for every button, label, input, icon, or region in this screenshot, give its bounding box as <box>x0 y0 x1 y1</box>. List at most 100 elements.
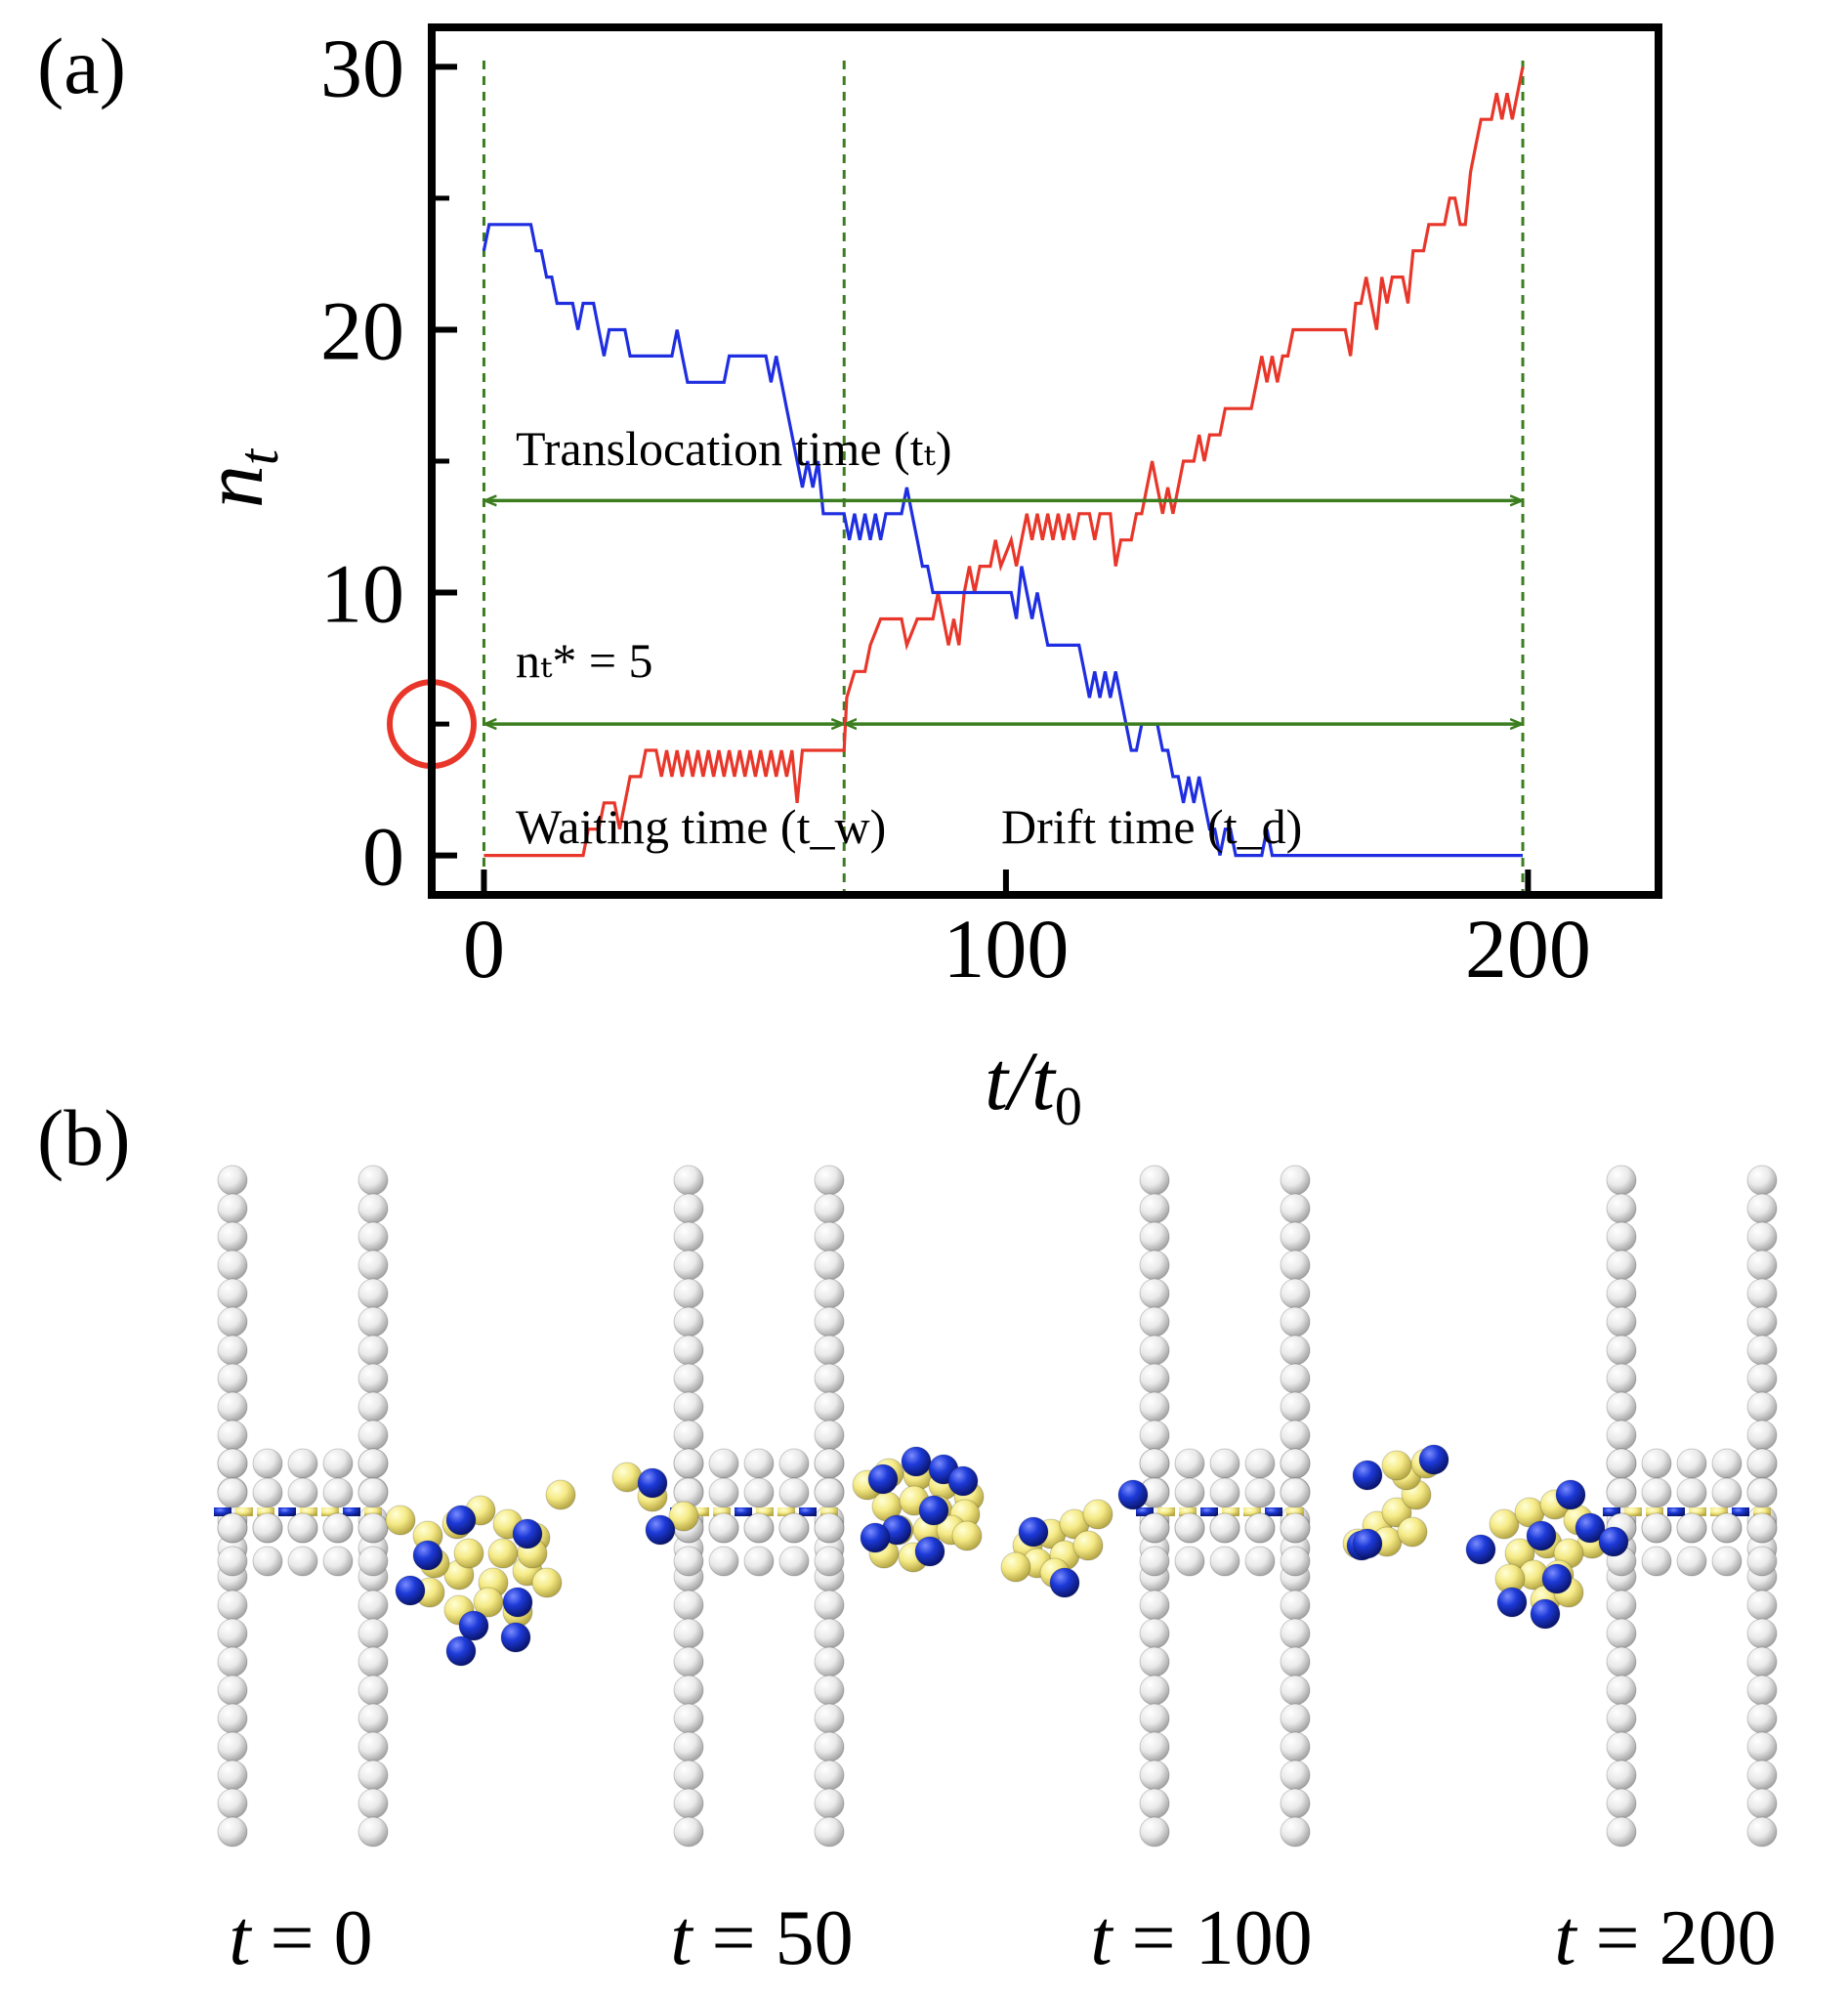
membrane-bead <box>1606 1363 1637 1394</box>
snapshot-panel <box>1000 1165 1449 1847</box>
membrane-bead <box>673 1278 704 1309</box>
membrane-bead <box>357 1477 389 1508</box>
membrane-bead <box>357 1788 389 1819</box>
polymer-bead-blue <box>412 1540 443 1571</box>
membrane-bead <box>322 1477 354 1508</box>
membrane-bead <box>217 1420 248 1451</box>
polymer-bead-blue <box>1352 1460 1383 1491</box>
membrane-bead <box>1280 1646 1311 1677</box>
membrane-bead <box>1746 1193 1778 1224</box>
membrane-bead <box>217 1816 248 1847</box>
membrane-bead <box>1174 1448 1205 1479</box>
membrane-bead <box>357 1546 389 1577</box>
svg-text:t/t0: t/t0 <box>985 1034 1082 1137</box>
membrane-bead <box>1139 1193 1170 1224</box>
series-red <box>483 66 1525 858</box>
membrane-bead <box>1746 1420 1778 1451</box>
membrane-bead <box>287 1546 318 1577</box>
polymer-bead-yellow <box>951 1520 983 1551</box>
polymer-bead-yellow <box>1381 1497 1412 1528</box>
membrane-bead <box>778 1477 810 1508</box>
polymer-bead-blue <box>914 1536 945 1567</box>
membrane-bead <box>357 1420 389 1451</box>
membrane-bead <box>1746 1731 1778 1762</box>
membrane-bead <box>1746 1675 1778 1706</box>
membrane-bead <box>217 1278 248 1309</box>
polymer-bead-blue <box>1049 1567 1080 1598</box>
membrane-bead <box>1606 1477 1637 1508</box>
y-tick-label: 10 <box>320 547 404 641</box>
membrane-bead <box>1280 1420 1311 1451</box>
membrane-bead <box>673 1448 704 1479</box>
membrane-bead <box>1280 1193 1311 1224</box>
polymer-bead-yellow <box>1082 1499 1113 1530</box>
membrane-bead <box>1139 1618 1170 1649</box>
membrane-bead <box>357 1816 389 1847</box>
membrane-bead <box>1209 1546 1240 1577</box>
polymer-bead-blue <box>500 1622 531 1653</box>
membrane-bead <box>1746 1816 1778 1847</box>
membrane-bead <box>673 1546 704 1577</box>
membrane-bead <box>217 1788 248 1819</box>
membrane-bead <box>814 1618 845 1649</box>
membrane-bead <box>217 1618 248 1649</box>
membrane-bead <box>217 1335 248 1366</box>
polymer-bead-blue <box>918 1495 949 1526</box>
membrane-bead <box>357 1512 389 1544</box>
membrane-bead <box>1139 1546 1170 1577</box>
membrane-bead <box>252 1448 283 1479</box>
membrane-bead <box>357 1165 389 1196</box>
membrane-bead <box>814 1391 845 1422</box>
membrane-bead <box>673 1816 704 1847</box>
membrane-bead <box>814 1278 845 1309</box>
membrane-bead <box>322 1448 354 1479</box>
membrane-bead <box>778 1448 810 1479</box>
membrane-bead <box>673 1675 704 1706</box>
membrane-bead <box>1139 1731 1170 1762</box>
membrane-bead <box>1746 1278 1778 1309</box>
membrane-bead <box>1139 1306 1170 1337</box>
membrane-bead <box>1606 1278 1637 1309</box>
chain-segment-in-pore <box>278 1507 296 1516</box>
membrane-bead <box>673 1646 704 1677</box>
membrane-bead <box>1606 1391 1637 1422</box>
polymer-bead-yellow <box>453 1538 484 1569</box>
chain-segment-in-pore <box>1136 1507 1154 1516</box>
membrane-bead <box>1244 1512 1276 1544</box>
membrane-bead <box>252 1546 283 1577</box>
membrane-bead <box>814 1760 845 1791</box>
membrane-bead <box>673 1760 704 1791</box>
membrane-bead <box>1139 1165 1170 1196</box>
membrane-bead <box>1641 1512 1672 1544</box>
membrane-bead <box>673 1306 704 1337</box>
membrane-bead <box>1280 1335 1311 1366</box>
membrane-bead <box>1280 1477 1311 1508</box>
y-tick-label: 0 <box>362 810 404 904</box>
membrane-bead <box>1209 1448 1240 1479</box>
membrane-bead <box>1606 1306 1637 1337</box>
polymer-bead-yellow <box>531 1567 563 1598</box>
membrane-bead <box>1606 1760 1637 1791</box>
membrane-bead <box>1209 1477 1240 1508</box>
snapshot-time-label: t = 200 <box>1554 1895 1776 1981</box>
polymer-bead-blue <box>395 1575 426 1606</box>
polymer-bead-blue <box>512 1518 543 1549</box>
membrane-bead <box>1280 1391 1311 1422</box>
panel-label-b: (b) <box>37 1093 131 1182</box>
membrane-bead <box>814 1193 845 1224</box>
polymer-bead-blue <box>901 1446 932 1477</box>
membrane-bead <box>217 1760 248 1791</box>
membrane-bead <box>1244 1546 1276 1577</box>
membrane-bead <box>1139 1278 1170 1309</box>
membrane-bead <box>673 1193 704 1224</box>
membrane-bead <box>1280 1788 1311 1819</box>
membrane-bead <box>708 1448 739 1479</box>
membrane-bead <box>1606 1646 1637 1677</box>
membrane-bead <box>357 1703 389 1734</box>
membrane-bead <box>814 1363 845 1394</box>
membrane-bead <box>1746 1221 1778 1252</box>
chain-segment-in-pore <box>1732 1507 1749 1516</box>
membrane-bead <box>357 1278 389 1309</box>
membrane-bead <box>287 1477 318 1508</box>
